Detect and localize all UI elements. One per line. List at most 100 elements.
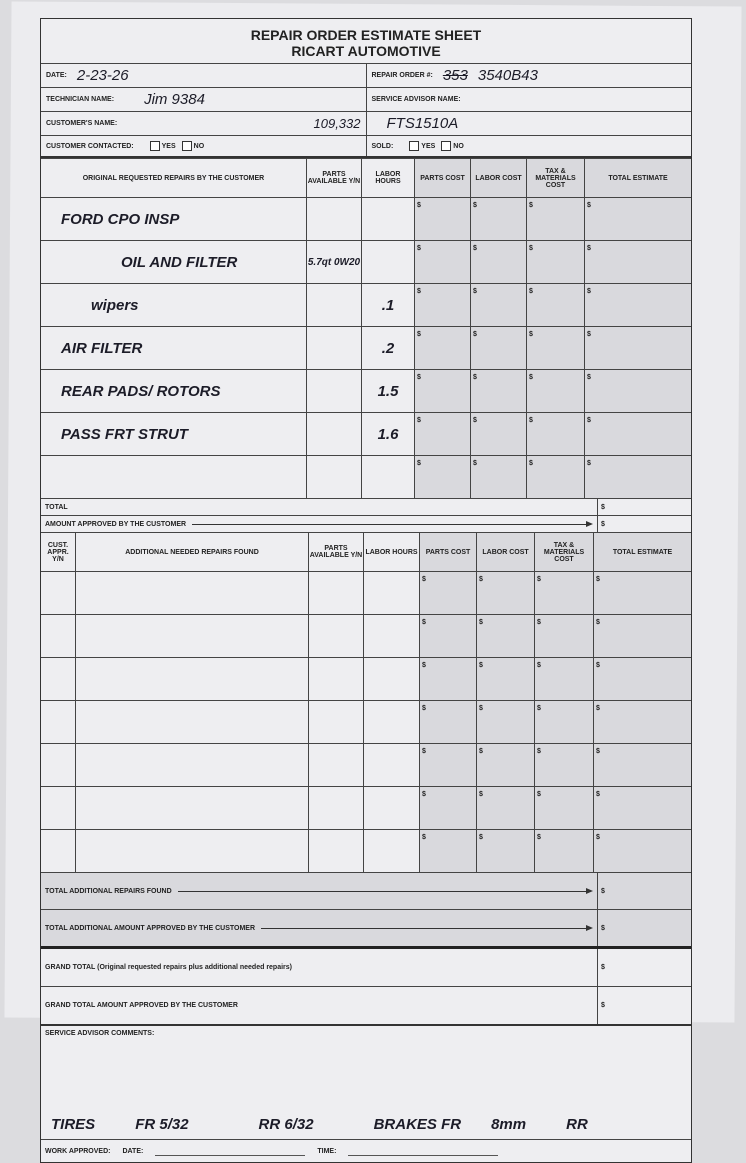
cost-cell[interactable]: $ [584,283,691,326]
parts-available[interactable] [306,455,361,498]
cost-cell[interactable]: $ [470,369,526,412]
parts-available[interactable] [306,326,361,369]
repair-description[interactable]: REAR PADS/ ROTORS [41,369,306,412]
repair-order-value[interactable]: 3540B43 [477,67,538,84]
contacted-yes-checkbox[interactable] [149,141,160,151]
cost-cell[interactable]: $ [593,786,691,829]
cost-cell[interactable]: $ [584,412,691,455]
parts-available[interactable] [306,412,361,455]
labor-hours[interactable]: 1.6 [361,412,414,455]
parts-available[interactable]: 5.7qt 0W20 [306,240,361,283]
parts-available[interactable] [306,197,361,240]
input-cell[interactable] [363,571,419,614]
cost-cell[interactable]: $ [593,614,691,657]
work-date-field[interactable] [155,1147,306,1156]
cost-cell[interactable]: $ [534,657,593,700]
service-advisor-comments[interactable]: SERVICE ADVISOR COMMENTS: TIRES FR 5/32 RR… [41,1024,691,1139]
cost-cell[interactable]: $ [526,326,584,369]
cost-cell[interactable]: $ [584,326,691,369]
cost-cell[interactable]: $ [414,412,470,455]
cost-cell[interactable]: $ [470,326,526,369]
cost-cell[interactable]: $ [526,455,584,498]
input-cell[interactable] [363,829,419,872]
grand-total-approved-value[interactable]: $ [597,987,691,1024]
cost-cell[interactable]: $ [470,283,526,326]
labor-hours[interactable] [361,240,414,283]
input-cell[interactable] [41,571,75,614]
input-cell[interactable] [363,743,419,786]
sold-yes-checkbox[interactable] [409,141,420,151]
cost-cell[interactable]: $ [414,240,470,283]
contacted-no-checkbox[interactable] [181,141,192,151]
input-cell[interactable] [308,829,363,872]
cost-cell[interactable]: $ [593,657,691,700]
cost-cell[interactable]: $ [584,240,691,283]
total-additional-approved-value[interactable]: $ [597,910,691,946]
cost-cell[interactable]: $ [584,369,691,412]
mileage-value[interactable]: 109,332 [313,116,361,131]
cost-cell[interactable]: $ [419,786,476,829]
cost-cell[interactable]: $ [419,829,476,872]
cost-cell[interactable]: $ [534,700,593,743]
repair-description[interactable]: FORD CPO INSP [41,197,306,240]
vehicle-code-value[interactable]: FTS1510A [386,115,459,132]
repair-description[interactable]: wipers [41,283,306,326]
input-cell[interactable] [75,700,308,743]
input-cell[interactable] [308,614,363,657]
cost-cell[interactable]: $ [470,240,526,283]
input-cell[interactable] [75,614,308,657]
total-additional-value[interactable]: $ [597,873,691,909]
input-cell[interactable] [41,614,75,657]
parts-available[interactable] [306,283,361,326]
cost-cell[interactable]: $ [584,197,691,240]
cost-cell[interactable]: $ [419,700,476,743]
labor-hours[interactable] [361,455,414,498]
parts-available[interactable] [306,369,361,412]
cost-cell[interactable]: $ [593,571,691,614]
repair-description[interactable]: PASS FRT STRUT [41,412,306,455]
input-cell[interactable] [308,786,363,829]
input-cell[interactable] [363,700,419,743]
cost-cell[interactable]: $ [470,455,526,498]
input-cell[interactable] [41,829,75,872]
cost-cell[interactable]: $ [584,455,691,498]
cost-cell[interactable]: $ [476,614,534,657]
input-cell[interactable] [75,657,308,700]
input-cell[interactable] [363,614,419,657]
labor-hours[interactable] [361,197,414,240]
cost-cell[interactable]: $ [476,571,534,614]
cost-cell[interactable]: $ [419,743,476,786]
labor-hours[interactable]: 1.5 [361,369,414,412]
cost-cell[interactable]: $ [534,743,593,786]
cost-cell[interactable]: $ [476,657,534,700]
input-cell[interactable] [75,571,308,614]
labor-hours[interactable]: .2 [361,326,414,369]
cost-cell[interactable]: $ [593,829,691,872]
sold-no-checkbox[interactable] [441,141,452,151]
cost-cell[interactable]: $ [470,412,526,455]
input-cell[interactable] [75,829,308,872]
cost-cell[interactable]: $ [414,197,470,240]
input-cell[interactable] [41,657,75,700]
cost-cell[interactable]: $ [414,455,470,498]
cost-cell[interactable]: $ [476,743,534,786]
cost-cell[interactable]: $ [414,369,470,412]
cost-cell[interactable]: $ [476,700,534,743]
cost-cell[interactable]: $ [593,743,691,786]
repair-description[interactable]: AIR FILTER [41,326,306,369]
input-cell[interactable] [41,743,75,786]
input-cell[interactable] [308,657,363,700]
cost-cell[interactable]: $ [534,571,593,614]
cost-cell[interactable]: $ [534,829,593,872]
input-cell[interactable] [308,743,363,786]
input-cell[interactable] [308,571,363,614]
cost-cell[interactable]: $ [534,614,593,657]
date-value[interactable]: 2-23-26 [76,67,129,84]
cost-cell[interactable]: $ [419,614,476,657]
input-cell[interactable] [41,786,75,829]
input-cell[interactable] [363,786,419,829]
cost-cell[interactable]: $ [476,829,534,872]
cost-cell[interactable]: $ [526,412,584,455]
cost-cell[interactable]: $ [526,197,584,240]
cost-cell[interactable]: $ [534,786,593,829]
